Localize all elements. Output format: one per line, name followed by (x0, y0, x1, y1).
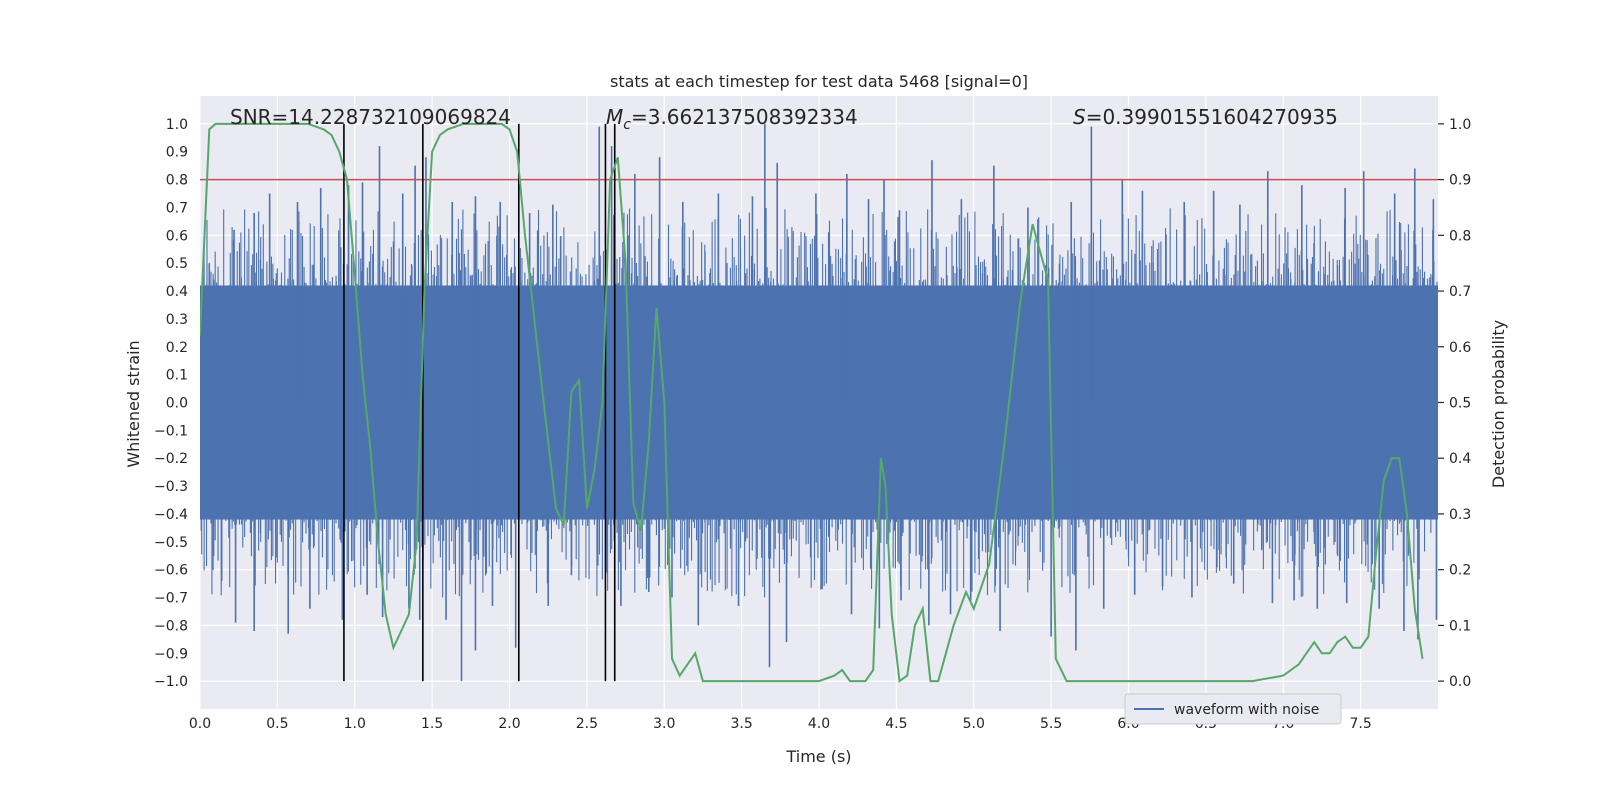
chirp-mass-value: =3.662137508392334 (631, 105, 858, 129)
chart-title: stats at each timestep for test data 546… (610, 72, 1028, 91)
y-left-tick-label: −0.9 (154, 646, 188, 662)
s-symbol: S (1073, 105, 1086, 129)
y-left-tick-label: 0.2 (166, 340, 188, 356)
x-tick-label: 3.0 (653, 716, 675, 732)
x-tick-label: 4.0 (808, 716, 830, 732)
y-left-tick-label: 0.1 (166, 368, 188, 384)
x-axis-label: Time (s) (785, 747, 851, 766)
y-right-tick-label: 1.0 (1449, 117, 1471, 133)
y-right-tick-label: 0.0 (1449, 674, 1471, 690)
y-left-tick-label: −1.0 (154, 674, 188, 690)
y-left-tick-labels: 1.0 0.9 0.8 0.7 0.6 0.5 0.4 0.3 0.2 0.1 0.0 −0.1 −0.… (154, 117, 188, 690)
chirp-mass-subscript: c (623, 117, 631, 133)
x-tick-label: 0.0 (189, 716, 211, 732)
x-tick-label: 5.5 (1040, 716, 1062, 732)
y-right-tick-labels: 1.0 0.9 0.8 0.7 0.6 0.5 0.4 0.3 0.2 0.1 0.0 (1438, 117, 1471, 690)
s-annotation: S=0.39901551604270935 (1073, 105, 1338, 129)
x-tick-label: 1.0 (344, 716, 366, 732)
y-left-tick-label: −0.7 (154, 591, 188, 607)
y-left-tick-label: −0.4 (154, 507, 188, 523)
y-left-tick-label: 0.5 (166, 256, 188, 272)
x-tick-labels: 0.00.51.01.52.02.53.03.54.04.55.05.56.06… (189, 716, 1372, 732)
y-left-tick-label: 0.0 (166, 396, 188, 412)
y-left-tick-label: −0.8 (154, 618, 188, 634)
y-right-tick-label: 0.3 (1449, 507, 1471, 523)
s-value: =0.39901551604270935 (1086, 105, 1338, 129)
chirp-mass-annotation: Mc=3.662137508392334 (606, 105, 858, 133)
x-tick-label: 5.0 (963, 716, 985, 732)
y-left-tick-label: −0.1 (154, 423, 188, 439)
snr-annotation: SNR=14.228732109069824 (230, 105, 511, 129)
y-right-tick-label: 0.2 (1449, 563, 1471, 579)
legend: waveform with noise (1124, 693, 1342, 725)
chirp-mass-symbol: M (606, 105, 623, 129)
legend-label: waveform with noise (1174, 702, 1319, 718)
y-left-tick-label: 0.6 (166, 228, 188, 244)
y-left-tick-label: −0.2 (154, 451, 188, 467)
y-right-tick-label: 0.4 (1449, 451, 1471, 467)
y-left-tick-label: 1.0 (166, 117, 188, 133)
x-tick-label: 3.5 (730, 716, 752, 732)
y-left-tick-label: 0.3 (166, 312, 188, 328)
x-tick-label: 0.5 (266, 716, 288, 732)
y-right-tick-label: 0.1 (1449, 618, 1471, 634)
y-right-axis-label: Detection probability (1489, 320, 1508, 488)
legend-box (1124, 693, 1342, 725)
y-right-tick-label: 0.5 (1449, 396, 1471, 412)
x-tick-label: 1.5 (421, 716, 443, 732)
y-left-tick-label: 0.9 (166, 145, 188, 161)
y-left-tick-label: 0.7 (166, 200, 188, 216)
y-right-tick-label: 0.7 (1449, 284, 1471, 300)
x-tick-label: 2.5 (576, 716, 598, 732)
x-tick-label: 4.5 (885, 716, 907, 732)
probability-line (200, 122, 1424, 683)
x-tick-label: 2.0 (498, 716, 520, 732)
y-right-tick-label: 0.6 (1449, 340, 1471, 356)
waveform-spikes (200, 123, 1438, 682)
y-left-tick-label: −0.6 (154, 563, 188, 579)
y-right-tick-label: 0.9 (1449, 173, 1471, 189)
y-left-tick-label: 0.8 (166, 173, 188, 189)
y-left-tick-label: 0.4 (166, 284, 188, 300)
vertical-lines (343, 123, 616, 682)
y-left-axis-label: Whitened strain (124, 340, 143, 467)
x-tick-label: 7.5 (1349, 716, 1371, 732)
y-left-tick-label: −0.3 (154, 479, 188, 495)
y-left-tick-label: −0.5 (154, 535, 188, 551)
y-right-tick-label: 0.8 (1449, 228, 1471, 244)
